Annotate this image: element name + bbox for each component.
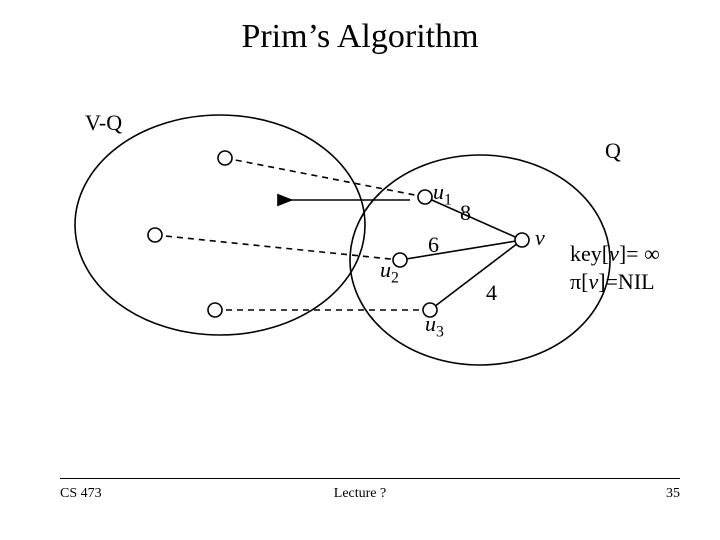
annot-pi-post: ]=NIL: [598, 269, 654, 294]
node-label-u2: u2: [380, 257, 399, 287]
node-label-u1: u1: [433, 179, 452, 209]
annot-pi-var: v: [588, 269, 598, 294]
edge-weight-u2v: 6: [428, 232, 439, 258]
node-u1-var: u: [433, 179, 444, 204]
node-u2-sub: 2: [391, 269, 399, 286]
footer-mid: Lecture ?: [0, 486, 720, 502]
key-pi-annotation: key[v]= ∞ π[v]=NIL: [570, 240, 660, 295]
annot-key-var: v: [609, 241, 619, 266]
label-q: Q: [605, 138, 621, 164]
edge-weight-u1v: 8: [460, 200, 471, 226]
node-label-v: v: [535, 225, 545, 251]
footer-rule: [60, 478, 680, 479]
footer-right: 35: [666, 486, 680, 502]
node-u3-sub: 3: [436, 323, 444, 340]
node-u1-sub: 1: [444, 191, 452, 208]
node-u3-var: u: [425, 311, 436, 336]
node-v-var: v: [535, 225, 545, 250]
annot-key-post: ]= ∞: [619, 241, 660, 266]
edge-weight-u3v: 4: [486, 280, 497, 306]
annot-key-pre: key[: [570, 241, 609, 266]
annot-pi-pre: π[: [570, 269, 588, 294]
annot-line-1: key[v]= ∞: [570, 240, 660, 268]
label-v-minus-q: V-Q: [85, 110, 122, 136]
node-label-u3: u3: [425, 311, 444, 341]
node-u2-var: u: [380, 257, 391, 282]
annot-line-2: π[v]=NIL: [570, 268, 660, 296]
